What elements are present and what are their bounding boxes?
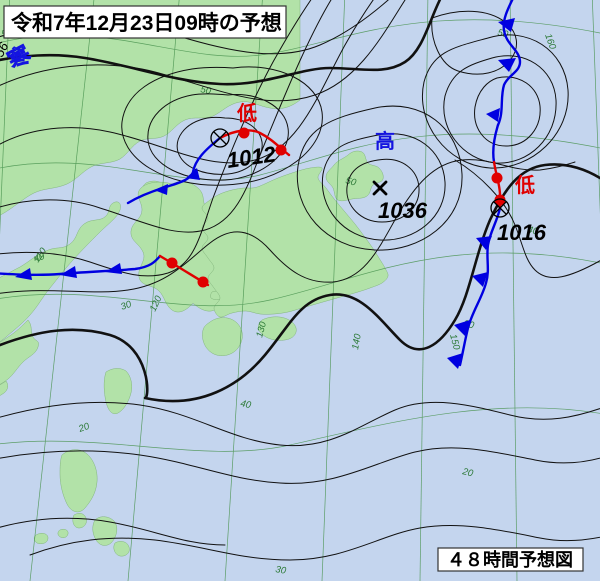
svg-text:1036: 1036: [378, 198, 428, 223]
svg-text:低: 低: [236, 101, 257, 125]
svg-text:４８時間予想図: ４８時間予想図: [447, 549, 573, 570]
svg-text:1016: 1016: [497, 220, 547, 245]
svg-text:低: 低: [514, 173, 535, 197]
svg-text:令和7年12月23日09時の予想: 令和7年12月23日09時の予想: [11, 11, 282, 35]
svg-text:高: 高: [375, 129, 395, 153]
